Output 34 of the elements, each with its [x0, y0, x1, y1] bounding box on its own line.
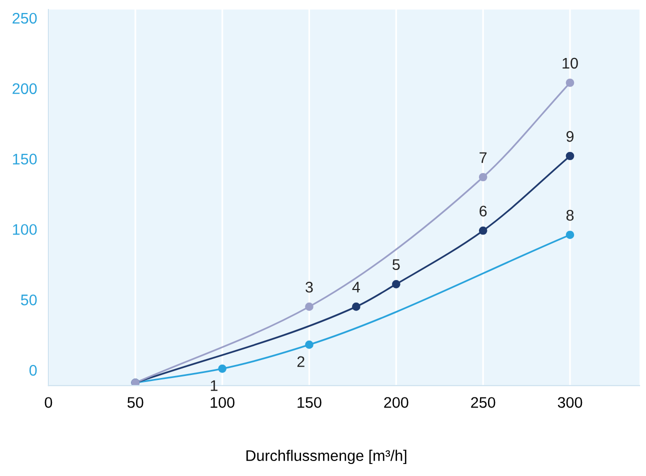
y-tick-label: 0	[29, 364, 37, 376]
y-tick-label: 100	[13, 224, 37, 235]
x-tick-label: 50	[127, 397, 144, 408]
annotation: 5	[392, 259, 400, 270]
annotation: 10	[562, 58, 578, 69]
annotation: 8	[566, 210, 574, 221]
point	[566, 230, 574, 240]
annotation: 6	[480, 206, 487, 217]
annotation: 3	[306, 282, 313, 293]
point	[305, 340, 314, 349]
annotation: 2	[297, 356, 304, 367]
annotation: 7	[480, 152, 487, 163]
x-tick-label: 250	[471, 397, 496, 408]
y-tick-label: 50	[20, 294, 37, 306]
point	[478, 172, 488, 182]
annotation: 4	[352, 282, 360, 292]
y-tick-label: 200	[12, 83, 37, 94]
y-tick-label: 250	[12, 12, 37, 24]
x-tick-label: 150	[298, 397, 322, 408]
x-axis-title: Durchflussmenge [m³/h]	[246, 450, 406, 464]
point	[352, 302, 360, 311]
point	[478, 226, 488, 235]
point	[566, 78, 574, 87]
x-tick-label: 0	[44, 397, 52, 408]
point	[392, 280, 400, 288]
point	[218, 364, 226, 373]
x-tick-label: 300	[558, 397, 582, 408]
annotation: 9	[566, 131, 574, 142]
annotation: 1	[210, 380, 218, 391]
x-tick-label: 100	[210, 397, 234, 408]
point	[305, 302, 314, 311]
y-tick-label: 150	[13, 154, 37, 164]
point	[566, 152, 574, 160]
x-tick-label: 200	[384, 397, 408, 408]
